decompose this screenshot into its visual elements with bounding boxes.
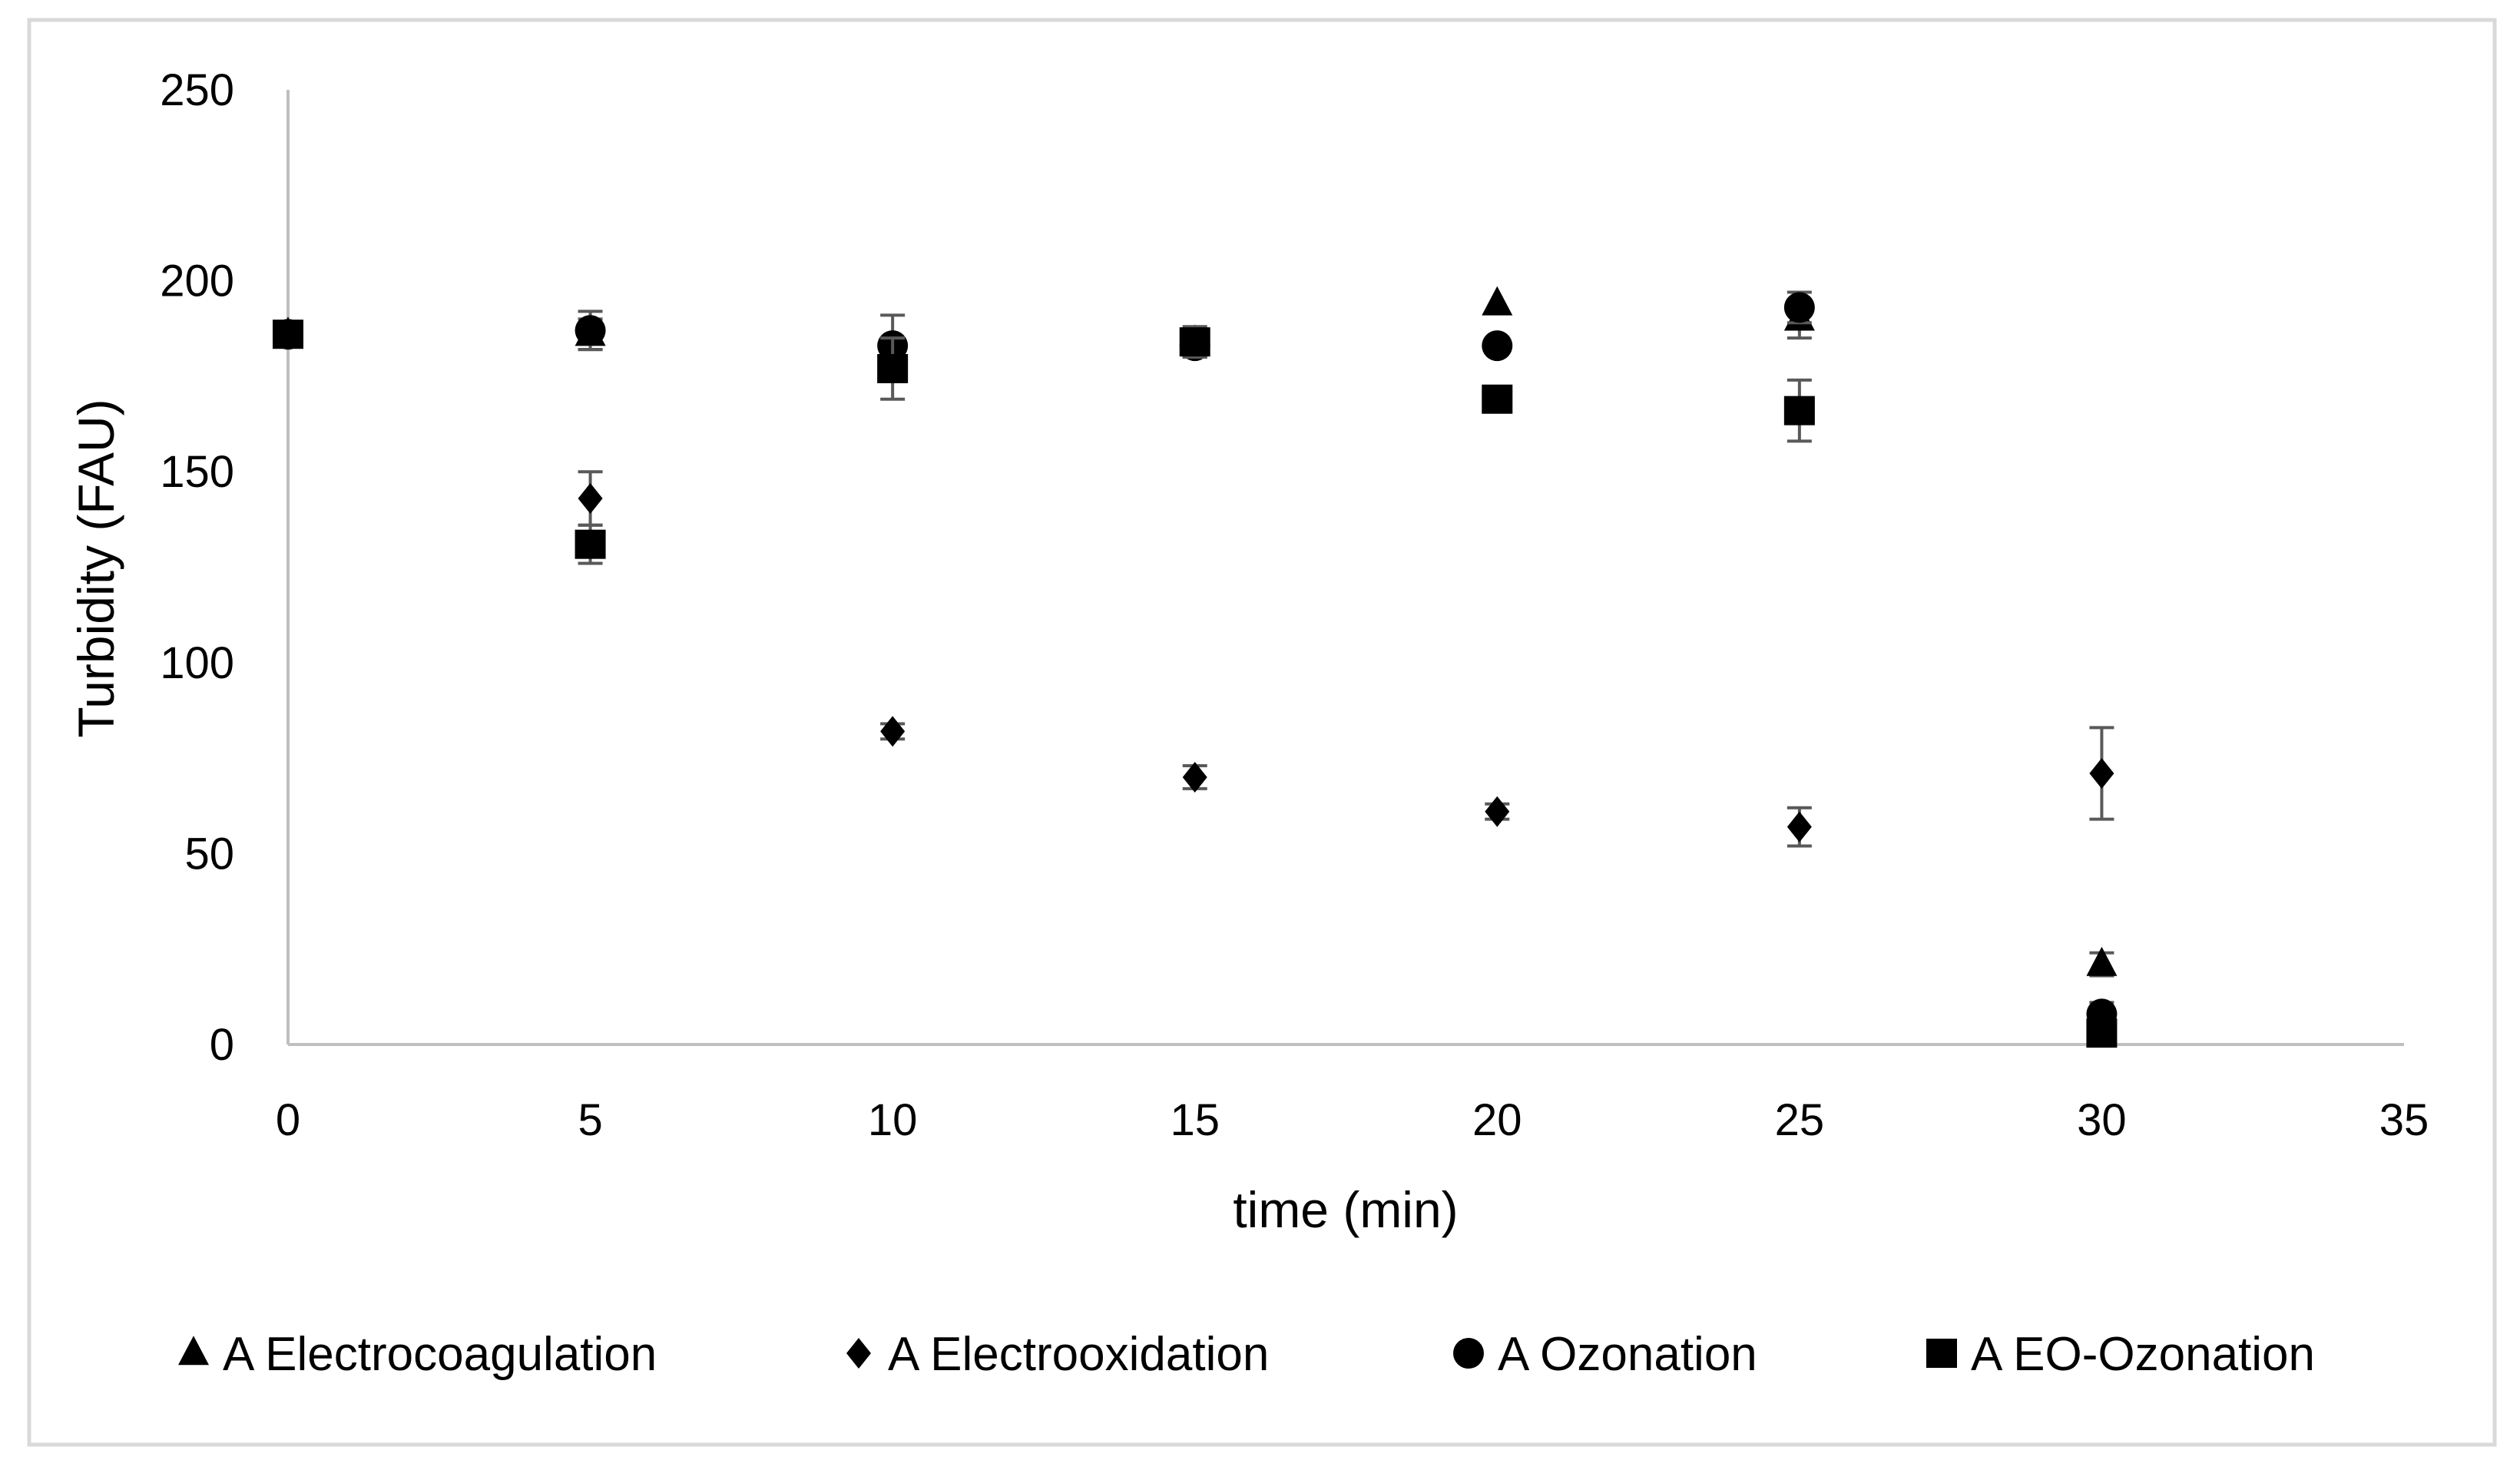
y-tick-label-0: 0 [210, 1020, 234, 1070]
data-point-a-electrooxidation-t25 [1787, 811, 1812, 843]
x-tick-labels: 0 5 10 15 20 25 30 35 [276, 1095, 2429, 1145]
data-point-a-electrooxidation-t10 [880, 716, 906, 747]
data-point-a-electrooxidation-t30 [2089, 757, 2114, 789]
y-tick-label-250: 250 [160, 65, 234, 115]
data-point-a-ozonation-t25 [1783, 292, 1815, 323]
data-point-a-eo-ozonation-t10 [877, 353, 909, 383]
legend-marker-triangle [178, 1336, 209, 1366]
x-tick-label-30: 30 [2077, 1095, 2127, 1145]
x-tick-label-5: 5 [578, 1095, 602, 1145]
legend-label-a-electrooxidation: A Electrooxidation [888, 1328, 1269, 1381]
plot-series [273, 286, 2118, 1048]
y-tick-labels: 0 50 100 150 200 250 [160, 65, 234, 1070]
legend-label-a-electrocoagulation: A Electrocoagulation [223, 1328, 657, 1381]
legend-item-a-ozonation: A Ozonation [1453, 1328, 1757, 1381]
x-tick-label-25: 25 [1775, 1095, 1825, 1145]
x-tick-label-10: 10 [868, 1095, 918, 1145]
data-point-a-ozonation-t5 [575, 315, 606, 346]
y-axis-title: Turbidity (FAU) [68, 399, 124, 737]
legend-item-a-electrooxidation: A Electrooxidation [846, 1328, 1269, 1381]
data-point-a-electrocoagulation-t30 [2086, 946, 2118, 976]
data-point-a-ozonation-t20 [1482, 330, 1513, 362]
data-point-a-electrooxidation-t5 [578, 483, 603, 515]
chart-border [27, 18, 2497, 1447]
data-point-a-eo-ozonation-t20 [1482, 384, 1513, 414]
legend-item-a-electrocoagulation: A Electrocoagulation [178, 1328, 657, 1381]
x-tick-label-20: 20 [1472, 1095, 1522, 1145]
data-point-a-eo-ozonation-t30 [2086, 1018, 2118, 1048]
y-tick-label-200: 200 [160, 257, 234, 306]
y-tick-label-50: 50 [184, 829, 234, 879]
data-point-a-eo-ozonation-t0 [273, 319, 303, 349]
x-axis-title: time (min) [1233, 1181, 1458, 1238]
x-tick-label-15: 15 [1170, 1095, 1220, 1145]
data-point-a-eo-ozonation-t15 [1179, 327, 1210, 357]
legend-item-a-eo-ozonation: A EO-Ozonation [1926, 1328, 2315, 1381]
legend-label-a-ozonation: A Ozonation [1498, 1328, 1757, 1381]
y-tick-label-150: 150 [160, 447, 234, 497]
data-point-a-electrocoagulation-t20 [1482, 286, 1513, 316]
data-point-a-electrooxidation-t20 [1485, 796, 1510, 827]
x-tick-label-0: 0 [276, 1095, 300, 1145]
data-point-a-eo-ozonation-t25 [1783, 396, 1815, 425]
x-tick-label-35: 35 [2379, 1095, 2429, 1145]
legend-label-a-eo-ozonation: A EO-Ozonation [1971, 1328, 2315, 1381]
series-a-eo-ozonation [273, 319, 2118, 1048]
legend-marker-square [1926, 1339, 1957, 1368]
data-point-a-electrooxidation-t15 [1182, 761, 1207, 793]
legend: A Electrocoagulation A Electrooxidation A … [178, 1328, 2315, 1381]
y-tick-label-100: 100 [160, 638, 234, 688]
data-point-a-eo-ozonation-t5 [575, 529, 606, 559]
legend-marker-circle [1453, 1338, 1484, 1369]
legend-marker-diamond [846, 1338, 871, 1369]
